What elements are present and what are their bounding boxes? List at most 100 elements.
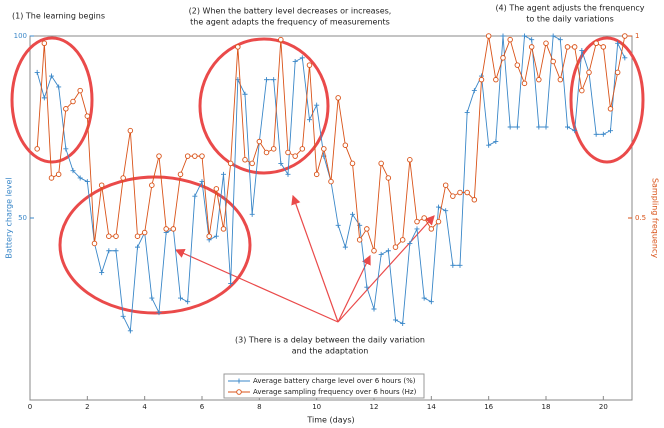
point bbox=[135, 244, 140, 250]
point bbox=[307, 117, 312, 123]
point bbox=[335, 95, 341, 101]
x-tick-label: 12 bbox=[370, 403, 379, 411]
point bbox=[615, 40, 621, 46]
point bbox=[557, 76, 564, 83]
point bbox=[457, 262, 463, 268]
point bbox=[428, 226, 435, 232]
point bbox=[464, 189, 470, 196]
point bbox=[414, 218, 420, 225]
point bbox=[414, 226, 420, 232]
point bbox=[242, 157, 248, 163]
point bbox=[34, 69, 40, 75]
point bbox=[41, 95, 47, 101]
arrow bbox=[291, 194, 339, 323]
point bbox=[113, 248, 119, 254]
circle-2 bbox=[198, 37, 330, 175]
annotation: (2) When the battery level decreases or … bbox=[189, 7, 392, 16]
point bbox=[120, 175, 126, 181]
point bbox=[321, 146, 327, 152]
point bbox=[77, 87, 83, 94]
point bbox=[543, 124, 549, 130]
point bbox=[263, 149, 270, 156]
point bbox=[299, 146, 306, 152]
point bbox=[607, 106, 614, 112]
point bbox=[256, 138, 263, 145]
point bbox=[350, 211, 355, 217]
point bbox=[177, 171, 184, 178]
x-tick-label: 16 bbox=[484, 403, 493, 411]
point bbox=[371, 248, 377, 254]
point bbox=[435, 218, 442, 225]
point bbox=[48, 175, 55, 181]
point bbox=[106, 248, 112, 254]
point bbox=[285, 171, 291, 177]
point bbox=[471, 88, 477, 94]
point bbox=[106, 233, 112, 239]
point bbox=[170, 226, 177, 232]
point bbox=[364, 226, 370, 232]
annotation: the agent adapts the frequency of measur… bbox=[190, 18, 390, 27]
point bbox=[443, 208, 449, 214]
annotation: and the adaptation bbox=[292, 347, 369, 356]
annotation: (4) The agent adjusts the frenquency bbox=[495, 4, 644, 13]
point bbox=[608, 128, 613, 134]
point bbox=[514, 62, 521, 68]
point bbox=[399, 237, 406, 243]
point bbox=[528, 44, 535, 50]
arrow bbox=[337, 215, 435, 323]
point bbox=[557, 37, 563, 43]
point bbox=[407, 240, 413, 246]
annotation-shapes bbox=[10, 36, 645, 323]
x-tick-label: 10 bbox=[312, 403, 321, 411]
point bbox=[285, 149, 291, 156]
point bbox=[342, 244, 348, 250]
x-tick-label: 2 bbox=[85, 403, 89, 411]
point bbox=[63, 106, 69, 112]
point bbox=[342, 142, 349, 148]
point bbox=[91, 240, 98, 247]
point bbox=[600, 131, 606, 137]
point bbox=[436, 204, 441, 210]
point bbox=[522, 33, 527, 39]
point bbox=[622, 55, 628, 61]
point bbox=[178, 295, 183, 301]
point bbox=[313, 171, 320, 178]
legend: Average battery charge level over 6 hour… bbox=[223, 373, 425, 399]
point bbox=[457, 189, 463, 196]
legend-box bbox=[223, 373, 425, 399]
point bbox=[77, 175, 83, 181]
point bbox=[550, 33, 556, 39]
point bbox=[378, 251, 384, 257]
point bbox=[149, 295, 155, 301]
point bbox=[134, 233, 141, 239]
arrow bbox=[174, 249, 339, 323]
point bbox=[586, 69, 592, 76]
point bbox=[464, 109, 470, 115]
circle-4 bbox=[569, 36, 645, 164]
point bbox=[264, 77, 269, 83]
x-tick-label: 6 bbox=[200, 403, 205, 411]
y2-tick-label: 0.5 bbox=[635, 214, 646, 222]
point bbox=[349, 160, 356, 167]
point bbox=[299, 55, 305, 61]
point bbox=[63, 146, 69, 152]
point bbox=[579, 48, 585, 54]
x-tick-label: 8 bbox=[257, 403, 261, 411]
point bbox=[356, 237, 363, 243]
x-axis-label: Time (days) bbox=[306, 416, 354, 425]
point bbox=[98, 182, 105, 188]
point bbox=[55, 171, 62, 178]
point bbox=[565, 124, 570, 130]
point bbox=[56, 84, 62, 90]
point bbox=[192, 193, 198, 199]
point bbox=[400, 321, 406, 327]
point bbox=[149, 182, 155, 188]
circle-1 bbox=[10, 36, 94, 164]
point bbox=[70, 98, 76, 105]
point bbox=[393, 317, 398, 323]
point bbox=[579, 87, 585, 94]
annotation: to the daily variations bbox=[526, 15, 614, 24]
point bbox=[120, 313, 126, 319]
point bbox=[278, 160, 284, 166]
